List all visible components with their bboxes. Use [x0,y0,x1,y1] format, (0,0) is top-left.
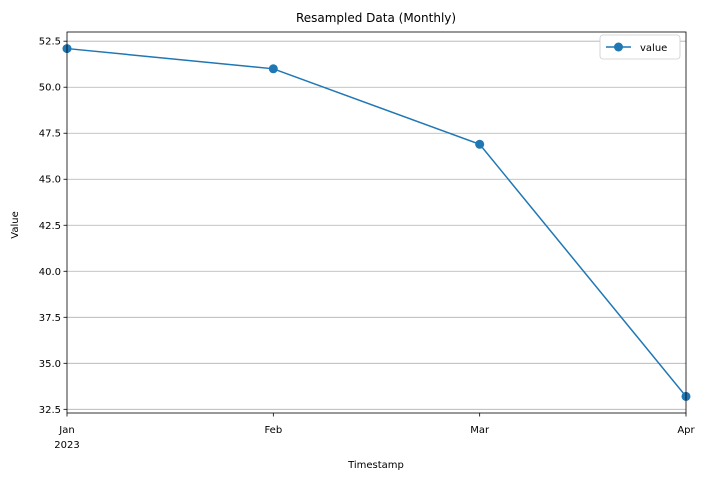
y-axis: 32.5 35.0 37.5 40.0 42.5 45.0 47.5 50.0 52.5 [39,37,67,416]
x-tick-label: Jan [58,425,74,436]
y-tick-label: 32.5 [39,405,61,416]
x-tick-label: Feb [264,425,282,436]
y-tick-label: 52.5 [39,37,61,48]
legend-marker [614,42,623,52]
data-point [268,64,278,74]
data-point [475,139,485,149]
x-axis: Jan Feb Mar Apr [58,413,696,436]
x-year-label: 2023 [54,440,79,451]
y-tick-label: 45.0 [39,175,61,186]
y-tick-label: 47.5 [39,129,61,140]
y-tick-label: 37.5 [39,313,61,324]
grid-lines [67,40,686,410]
plot-frame [66,31,687,414]
legend-box [599,34,681,60]
y-tick-label: 42.5 [39,221,61,232]
x-tick-label: Mar [470,425,490,436]
series-layer [62,44,691,401]
series-line-value [66,47,687,397]
y-tick-label: 50.0 [39,83,61,94]
legend-label: value [640,43,667,54]
x-axis-title: Timestamp [347,460,404,471]
x-tick-label: Apr [677,425,695,436]
chart-title: Resampled Data (Monthly) [296,11,456,25]
y-tick-label: 40.0 [39,267,61,278]
y-tick-label: 35.0 [39,359,61,370]
legend: value [599,34,681,60]
y-axis-title: Value [10,211,21,238]
